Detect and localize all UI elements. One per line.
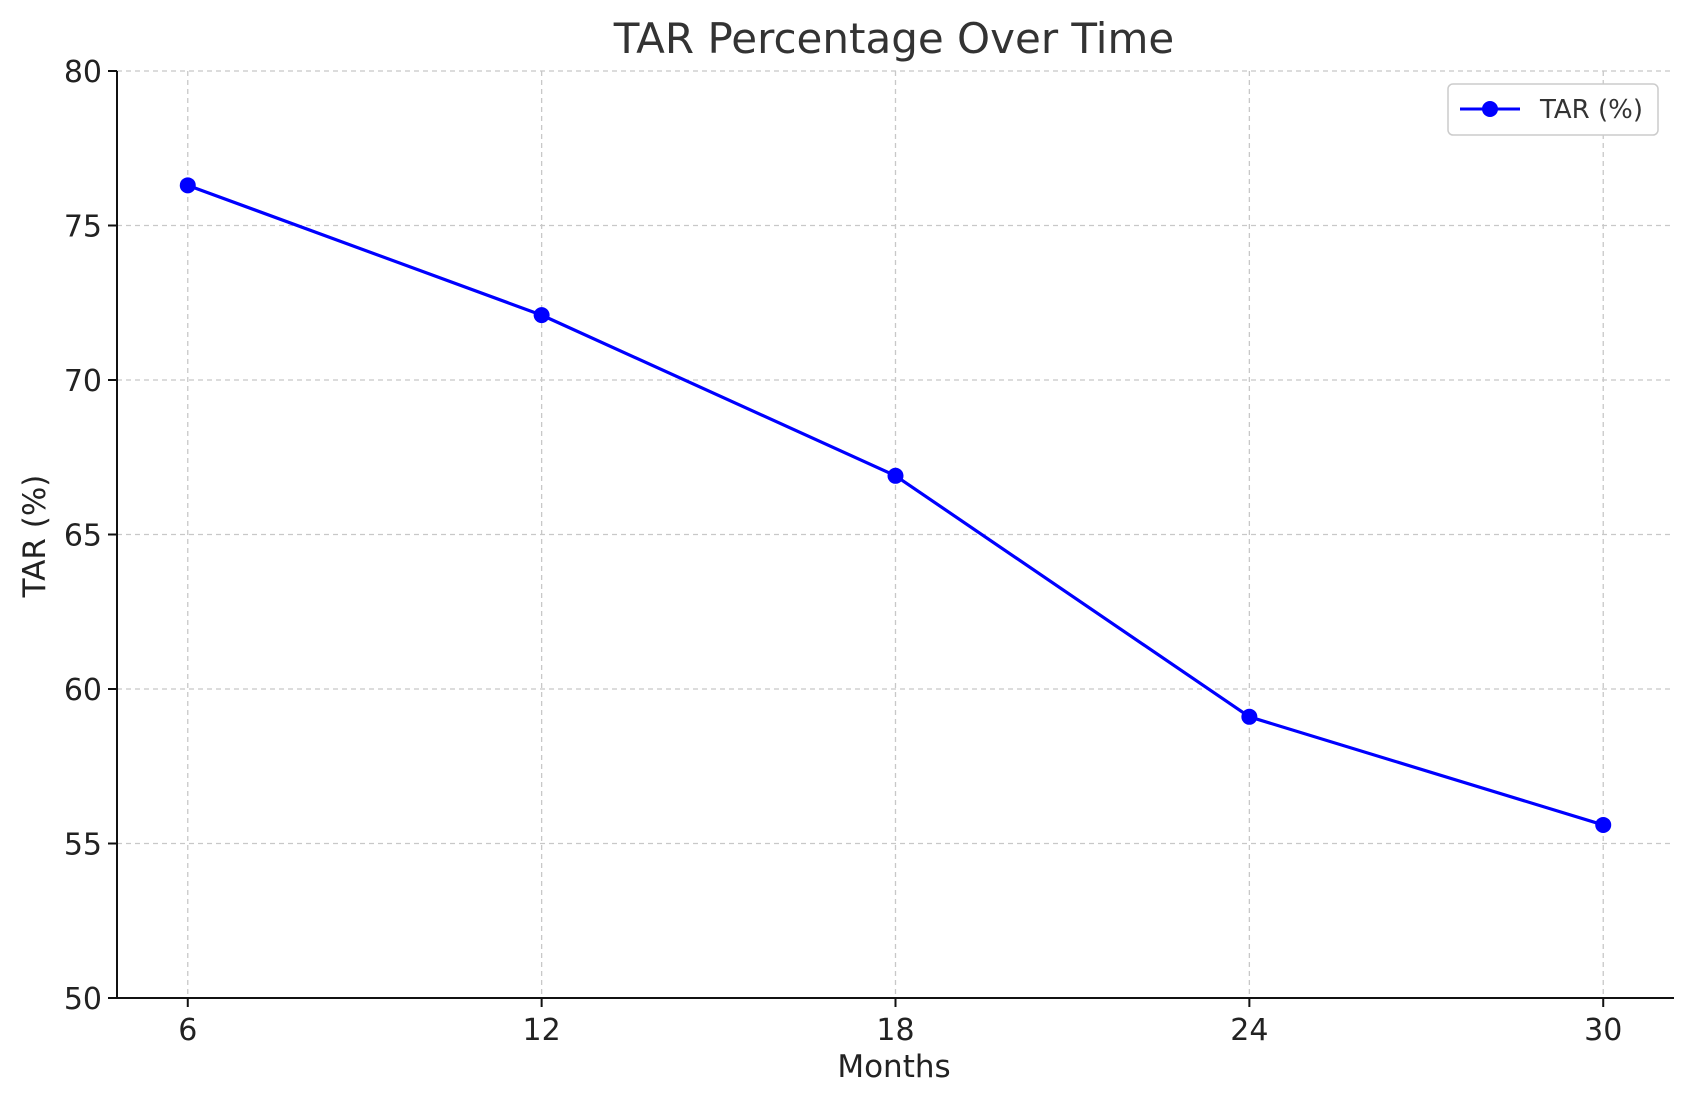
y-tick-label: 80 xyxy=(64,55,102,90)
legend-box xyxy=(1447,83,1659,136)
data-point xyxy=(1241,708,1258,725)
y-axis-label: TAR (%) xyxy=(17,475,53,599)
x-tick-label: 24 xyxy=(1230,1013,1268,1048)
y-tick-label: 55 xyxy=(64,828,102,863)
grid-lines xyxy=(117,70,1674,998)
x-axis-label: Months xyxy=(837,1049,950,1085)
x-tick-label: 30 xyxy=(1584,1013,1622,1048)
legend: TAR (%) xyxy=(1447,83,1659,136)
chart-title: TAR Percentage Over Time xyxy=(613,14,1174,63)
y-axis-ticks: 50 55 60 65 70 75 80 xyxy=(64,55,117,1017)
data-point xyxy=(533,307,550,324)
y-tick-label: 75 xyxy=(64,210,102,245)
x-axis-ticks: 6 12 18 24 30 xyxy=(178,998,1622,1048)
x-tick-label: 6 xyxy=(178,1013,197,1048)
data-point xyxy=(887,467,904,484)
x-tick-label: 18 xyxy=(876,1013,914,1048)
series-layer xyxy=(179,177,1612,833)
data-point xyxy=(1595,816,1612,833)
y-tick-label: 65 xyxy=(64,519,102,554)
legend-label: TAR (%) xyxy=(1539,95,1643,125)
y-tick-label: 60 xyxy=(64,673,102,708)
x-tick-label: 12 xyxy=(523,1013,561,1048)
y-tick-label: 70 xyxy=(64,364,102,399)
y-tick-label: 50 xyxy=(64,982,102,1017)
legend-marker-icon xyxy=(1482,101,1498,117)
data-point xyxy=(179,177,196,194)
